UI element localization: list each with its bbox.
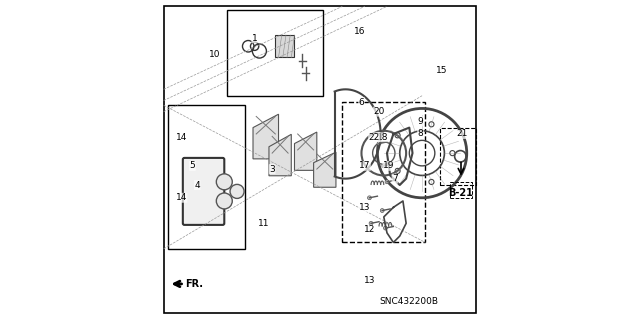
- Circle shape: [383, 226, 387, 230]
- Text: 21: 21: [456, 130, 468, 138]
- Text: 10: 10: [209, 50, 220, 59]
- FancyBboxPatch shape: [183, 158, 224, 225]
- Circle shape: [380, 209, 384, 212]
- Text: 11: 11: [259, 219, 270, 228]
- Text: 1: 1: [252, 34, 257, 43]
- Text: 4: 4: [195, 181, 200, 189]
- Text: 13: 13: [364, 276, 375, 285]
- Text: 22: 22: [369, 133, 380, 142]
- Text: 14: 14: [175, 133, 187, 142]
- Circle shape: [216, 174, 232, 190]
- Text: 20: 20: [373, 107, 385, 116]
- Circle shape: [377, 142, 381, 145]
- Polygon shape: [294, 132, 317, 170]
- Text: 7: 7: [392, 174, 398, 183]
- Polygon shape: [253, 114, 278, 159]
- Circle shape: [395, 168, 400, 174]
- Text: 12: 12: [364, 225, 375, 234]
- Text: SNC432200B: SNC432200B: [380, 297, 439, 306]
- Text: FR.: FR.: [186, 279, 204, 289]
- Polygon shape: [269, 134, 291, 176]
- Text: 8: 8: [418, 130, 424, 138]
- Circle shape: [429, 122, 434, 127]
- Text: 3: 3: [269, 165, 275, 174]
- Circle shape: [382, 164, 386, 168]
- Text: 14: 14: [175, 193, 187, 202]
- Text: 19: 19: [383, 161, 394, 170]
- Bar: [275, 35, 294, 57]
- Circle shape: [450, 151, 455, 156]
- Circle shape: [429, 179, 434, 184]
- Text: 18: 18: [376, 133, 388, 142]
- Text: 15: 15: [436, 66, 447, 75]
- Circle shape: [395, 133, 400, 138]
- Text: 9: 9: [418, 117, 424, 126]
- Text: 5: 5: [189, 161, 195, 170]
- Text: 6: 6: [358, 98, 364, 107]
- Circle shape: [369, 221, 373, 225]
- Text: B-21: B-21: [449, 188, 474, 198]
- Circle shape: [216, 193, 232, 209]
- Text: 16: 16: [354, 27, 365, 36]
- Circle shape: [367, 196, 371, 200]
- Polygon shape: [314, 152, 336, 187]
- Circle shape: [385, 180, 389, 184]
- Circle shape: [230, 184, 244, 198]
- Text: 17: 17: [359, 161, 371, 170]
- Text: 13: 13: [359, 203, 371, 212]
